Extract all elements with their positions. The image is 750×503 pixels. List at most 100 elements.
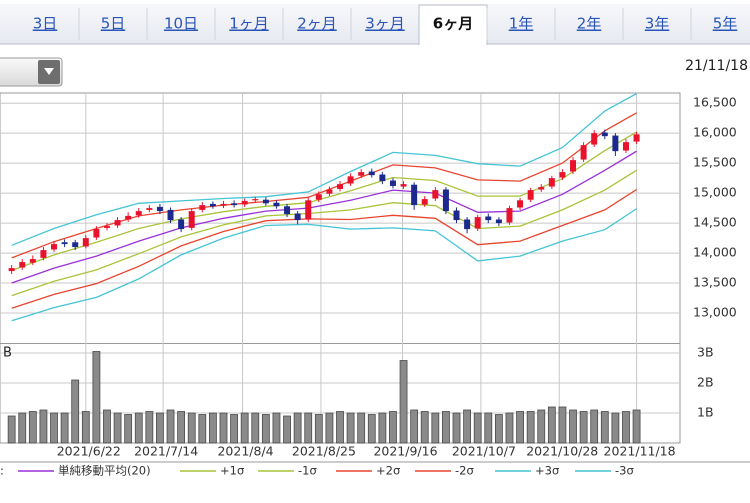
- volume-bar: [632, 409, 641, 444]
- volume-bars: [7, 351, 641, 444]
- volume-bar: [145, 411, 154, 444]
- volume-bar: [473, 412, 482, 444]
- volume-bar: [177, 411, 186, 444]
- tab[interactable]: 1年: [509, 15, 534, 33]
- volume-bar: [304, 412, 313, 444]
- candle-body: [51, 244, 58, 250]
- volume-bar: [92, 351, 101, 444]
- candle-body: [8, 268, 15, 272]
- volume-bar: [166, 409, 175, 444]
- volume-bar: [378, 412, 387, 444]
- x-tick-label: 2021/9/16: [373, 444, 437, 459]
- y-tick-label: 15,500: [693, 155, 737, 170]
- legend-label: -3σ: [615, 464, 634, 478]
- y-tick-label: 13,000: [693, 305, 737, 320]
- candle-body: [622, 142, 629, 151]
- volume-bar: [346, 412, 355, 444]
- legend: 単純移動平均(20) +1σ -1σ +2σ -2σ +3σ -3σ: [18, 464, 634, 478]
- volume-bar: [261, 414, 270, 444]
- tab[interactable]: 1ヶ月: [229, 15, 269, 33]
- candle-body: [527, 190, 534, 200]
- volume-bar: [230, 414, 238, 444]
- volume-bar: [420, 411, 429, 444]
- candle-body: [601, 132, 608, 137]
- candle-body: [326, 189, 333, 194]
- band-line: [11, 208, 637, 322]
- candle-body: [93, 229, 100, 238]
- volume-bar: [60, 412, 69, 444]
- tab[interactable]: 3ヶ月: [365, 15, 405, 33]
- volume-bar: [367, 414, 376, 444]
- candle-body: [156, 206, 163, 212]
- tab[interactable]: 5年: [713, 15, 738, 33]
- volume-bar: [325, 412, 334, 444]
- x-tick-label: 2021/11/18: [604, 444, 676, 459]
- volume-bar: [526, 411, 535, 444]
- volume-bar: [198, 414, 207, 444]
- candle-body: [294, 213, 301, 221]
- volume-tick-label: 1B: [697, 405, 714, 420]
- volume-bar: [28, 411, 37, 444]
- axis-labels: 13,000 13,500 14,000 14,500 15,000 15,500 16,0…: [57, 95, 737, 459]
- legend-label: -1σ: [298, 464, 317, 478]
- tab[interactable]: 3年: [645, 15, 670, 33]
- y-tick-label: 14,000: [693, 245, 737, 260]
- x-tick-label: 2021/10/28: [526, 444, 598, 459]
- candle-body: [72, 242, 79, 248]
- candle-body: [453, 210, 460, 221]
- x-tick-label: 2021/7/14: [134, 444, 198, 459]
- bollinger-bands: [11, 93, 637, 322]
- candle-body: [442, 189, 449, 212]
- volume-bar: [251, 412, 260, 444]
- candle-body: [559, 172, 566, 178]
- volume-bar: [547, 406, 556, 444]
- tab[interactable]: 2年: [577, 15, 602, 33]
- legend-label: +3σ: [535, 464, 559, 478]
- candle-body: [188, 211, 195, 228]
- legend-label: +2σ: [376, 464, 400, 478]
- volume-bar: [50, 412, 58, 444]
- volume-bar: [272, 412, 281, 444]
- volume-side-label: B: [3, 346, 12, 361]
- volume-bar: [579, 411, 588, 444]
- candle-body: [548, 178, 555, 187]
- volume-bar: [558, 406, 567, 444]
- tab-bar: [0, 4, 750, 44]
- y-tick-label: 15,000: [693, 185, 737, 200]
- plot-frame: [0, 92, 681, 444]
- legend-label: 単純移動平均(20): [58, 464, 151, 478]
- band-line: [11, 188, 637, 309]
- candle-body: [464, 219, 471, 230]
- volume-bar: [357, 412, 366, 444]
- candle-body: [135, 211, 142, 216]
- volume-bar: [39, 409, 48, 444]
- candle-body: [337, 184, 343, 189]
- candle-body: [347, 176, 354, 184]
- y-tick-label: 16,000: [693, 125, 737, 140]
- x-tick-label: 2021/8/25: [292, 444, 356, 459]
- band-line: [11, 150, 637, 284]
- candle-body: [517, 200, 524, 208]
- volume-bar: [314, 414, 323, 444]
- tab[interactable]: 10日: [164, 15, 198, 33]
- volume-bar: [113, 412, 122, 444]
- candle-body: [167, 209, 174, 221]
- tab[interactable]: 5日: [101, 15, 126, 33]
- candle-body: [485, 216, 492, 221]
- candle-body: [273, 202, 280, 207]
- candle-body: [209, 203, 216, 207]
- volume-bar: [81, 411, 90, 444]
- x-tick-label: 2021/6/22: [57, 444, 121, 459]
- tab[interactable]: 2ヶ月: [297, 15, 337, 33]
- tab[interactable]: 3日: [33, 15, 58, 33]
- candle-body: [368, 171, 375, 176]
- candle-body: [612, 135, 619, 152]
- candle-body: [199, 205, 206, 210]
- volume-tick-label: 2B: [697, 375, 714, 390]
- period-dropdown[interactable]: [0, 57, 63, 87]
- candles: [8, 129, 640, 275]
- candle-body: [315, 194, 322, 200]
- candle-body: [389, 180, 396, 186]
- tab[interactable]: 6ヶ月: [433, 15, 473, 33]
